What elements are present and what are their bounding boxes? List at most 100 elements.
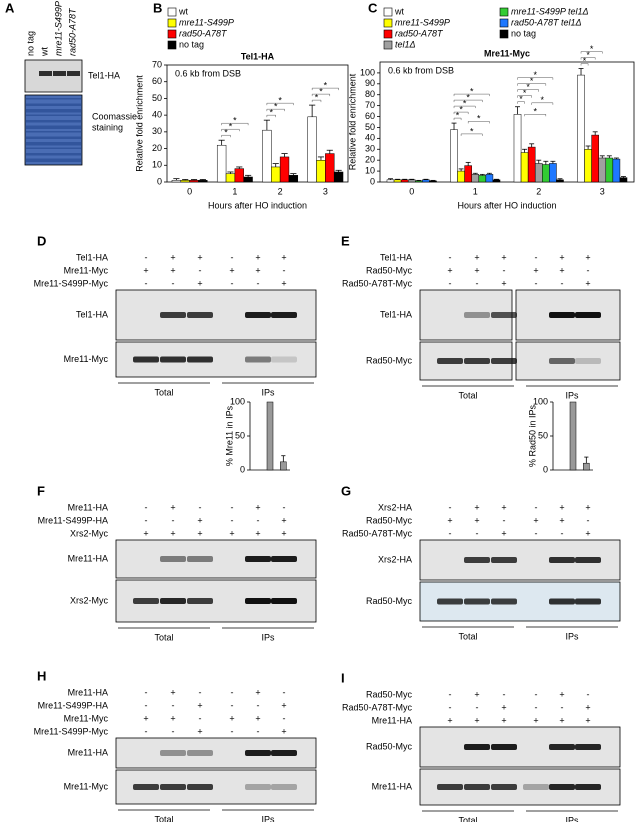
condition-sign: + — [143, 713, 148, 723]
bar — [407, 179, 416, 183]
bar — [485, 174, 494, 183]
x-axis-label: Hours after HO induction — [457, 200, 556, 210]
y-axis-label: Relative fold enrichment — [134, 75, 144, 172]
condition-sign: + — [143, 265, 148, 275]
band — [67, 71, 80, 76]
bar — [279, 156, 290, 183]
bar — [422, 179, 430, 183]
legend-swatch — [383, 29, 393, 39]
legend-swatch — [167, 40, 177, 50]
plot-frame — [166, 64, 349, 183]
bar — [198, 180, 208, 183]
condition-sign: + — [281, 700, 286, 710]
condition-sign: - — [535, 502, 538, 512]
band — [464, 358, 490, 364]
band — [549, 744, 575, 750]
condition-sign: + — [501, 278, 506, 288]
sig-label: * — [523, 88, 527, 98]
condition-sign: + — [585, 702, 590, 712]
bar — [400, 179, 409, 183]
band — [549, 784, 575, 790]
gel-stripe — [26, 103, 81, 106]
band — [549, 598, 575, 605]
chart-title: Mre11-Myc — [484, 48, 530, 58]
bar — [180, 180, 190, 183]
condition-sign: + — [170, 265, 175, 275]
gel-stripe — [26, 147, 81, 149]
condition-sign: + — [474, 252, 479, 262]
condition-sign: - — [449, 702, 452, 712]
y-tick-label: 70 — [152, 59, 162, 69]
legend-swatch — [167, 7, 177, 17]
sig-label: * — [463, 98, 467, 108]
condition-sign: - — [503, 689, 506, 699]
lane-label: mre11-S499P — [53, 1, 63, 56]
condition-sign: + — [501, 502, 506, 512]
legend-label: rad50-A78T — [179, 28, 228, 38]
legend-label: mre11-S499P — [395, 17, 450, 27]
band — [133, 356, 159, 363]
panel-label: D — [37, 233, 46, 248]
legend-label: wt — [178, 6, 188, 16]
condition-sign: - — [257, 700, 260, 710]
bar — [527, 146, 536, 183]
condition-sign: - — [172, 726, 175, 736]
condition-sign: - — [283, 265, 286, 275]
legend-swatch — [499, 7, 509, 17]
y-axis-label: Relative fold enrichment — [347, 73, 357, 170]
panel-label: G — [341, 483, 351, 498]
condition-sign: - — [199, 265, 202, 275]
condition-sign: - — [231, 252, 234, 262]
sig-label: * — [233, 116, 237, 126]
band — [187, 598, 213, 604]
bar — [325, 153, 335, 183]
band — [464, 312, 490, 318]
condition-sign: + — [501, 715, 506, 725]
band — [464, 744, 490, 750]
y-tick-label: 20 — [152, 143, 162, 153]
y-tick-label: 50 — [538, 430, 548, 440]
bar — [612, 158, 621, 183]
group-label: Total — [458, 390, 477, 400]
condition-sign: - — [257, 515, 260, 525]
condition-label: Rad50-A78T-Myc — [342, 278, 413, 288]
condition-label: Rad50-A78T-Myc — [342, 702, 413, 712]
sig-label: * — [586, 50, 590, 60]
condition-sign: + — [281, 528, 286, 538]
condition-sign: + — [533, 515, 538, 525]
bar — [234, 168, 244, 183]
panel-label: B — [153, 0, 162, 15]
condition-sign: - — [145, 252, 148, 262]
bar — [619, 177, 628, 183]
condition-sign: + — [474, 265, 479, 275]
condition-sign: + — [255, 265, 260, 275]
condition-sign: + — [281, 726, 286, 736]
condition-label: Mre11-Myc — [64, 713, 109, 723]
bar — [216, 144, 227, 183]
lane-label: rad50-A78T — [67, 7, 77, 56]
condition-label: Mre11-S499P-Myc — [34, 726, 109, 736]
blot-label: Tel1-HA — [88, 70, 120, 80]
band — [271, 556, 297, 562]
condition-sign: + — [197, 726, 202, 736]
x-tick-label: 3 — [600, 186, 605, 196]
legend-label: rad50-A78T — [395, 28, 444, 38]
condition-sign: + — [501, 702, 506, 712]
bar — [307, 116, 317, 183]
band — [549, 358, 575, 364]
blot-label: Xrs2-Myc — [70, 595, 108, 605]
panel-label: C — [368, 0, 378, 15]
bar — [393, 179, 402, 183]
band — [491, 557, 517, 563]
bar — [271, 166, 281, 183]
band — [160, 598, 186, 604]
condition-label: Tel1-HA — [380, 252, 412, 262]
condition-sign: + — [447, 715, 452, 725]
y-tick-label: 90 — [365, 78, 375, 88]
bar — [171, 180, 182, 183]
panel-label: I — [341, 670, 345, 685]
condition-sign: + — [281, 515, 286, 525]
band — [464, 598, 490, 605]
condition-sign: + — [533, 265, 538, 275]
band — [464, 557, 490, 563]
